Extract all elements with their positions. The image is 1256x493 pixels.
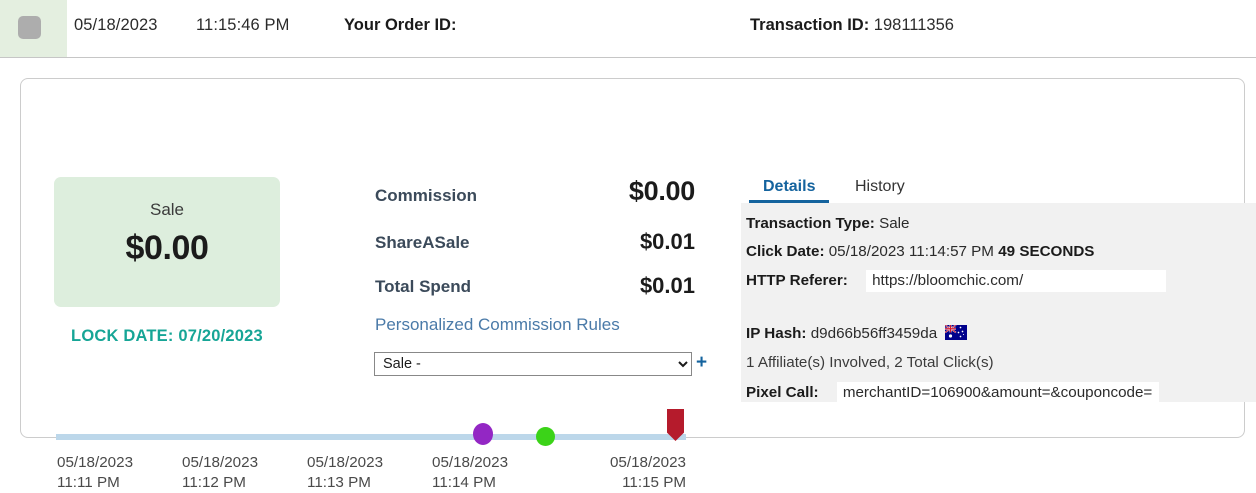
http-referer-value[interactable]: https://bloomchic.com/ bbox=[866, 270, 1167, 292]
total-spend-value: $0.01 bbox=[639, 273, 695, 298]
timeline-tick-label: 05/18/2023 11:12 PM bbox=[182, 453, 258, 493]
details-tabs-bar: Details History bbox=[741, 175, 1256, 203]
lock-date-text: LOCK DATE: 07/20/2023 bbox=[71, 327, 263, 345]
affiliates-clicks-text: 1 Affiliate(s) Involved, 2 Total Click(s… bbox=[746, 354, 994, 371]
transaction-type-value: Sale bbox=[879, 215, 910, 232]
add-rule-button[interactable]: + bbox=[696, 352, 708, 373]
transaction-detail-card: Sale $0.00 LOCK DATE: 07/20/2023 Commiss… bbox=[20, 78, 1256, 491]
transaction-header-row: 05/18/2023 11:15:46 PM Your Order ID: Tr… bbox=[0, 0, 1256, 58]
australia-flag-icon bbox=[945, 325, 968, 340]
pixel-call-value[interactable]: merchantID=106900&amount=&couponcode= bbox=[836, 382, 1159, 404]
transaction-type-label: Transaction Type: bbox=[746, 215, 875, 232]
timeline-track bbox=[56, 434, 686, 440]
total-spend-label: Total Spend bbox=[375, 277, 472, 296]
details-panel: Transaction Type: Sale Click Date: 05/18… bbox=[741, 203, 1256, 404]
transaction-id-label: Transaction ID: bbox=[750, 16, 870, 34]
tick-time: 11:14 PM bbox=[432, 474, 496, 491]
header-date: 05/18/2023 bbox=[74, 16, 158, 34]
sale-summary-box: Sale $0.00 bbox=[54, 177, 280, 307]
timeline-tick-label: 05/18/2023 11:11 PM bbox=[57, 453, 133, 493]
commission-rule-select[interactable]: Sale - bbox=[374, 352, 692, 376]
tick-date: 05/18/2023 bbox=[57, 454, 134, 471]
shareasale-value: $0.01 bbox=[639, 229, 695, 254]
sale-amount-value: $0.00 bbox=[125, 229, 209, 267]
commission-label: Commission bbox=[375, 186, 478, 205]
click-marker-purple[interactable] bbox=[473, 423, 493, 445]
shareasale-row: ShareASale $0.01 bbox=[375, 229, 695, 255]
tab-details[interactable]: Details bbox=[749, 175, 830, 203]
commission-row: Commission $0.00 bbox=[375, 176, 695, 208]
transaction-type-line: Transaction Type: Sale bbox=[746, 215, 909, 232]
tick-time: 11:15 PM bbox=[622, 474, 686, 491]
click-date-duration: 49 SECONDS bbox=[998, 243, 1095, 260]
tick-date: 05/18/2023 bbox=[609, 454, 686, 471]
tick-time: 11:13 PM bbox=[307, 474, 371, 491]
http-referer-label: HTTP Referer: bbox=[746, 272, 848, 290]
ip-hash-value: d9d66b56ff3459da bbox=[810, 325, 938, 342]
personalized-commission-rules-link[interactable]: Personalized Commission Rules bbox=[375, 315, 620, 334]
timeline-tick-label: 05/18/2023 11:14 PM bbox=[432, 453, 508, 493]
tick-time: 11:11 PM bbox=[57, 474, 120, 491]
transaction-id-group: Transaction ID: 198111356 bbox=[750, 16, 954, 35]
ip-hash-line: IP Hash: d9d66b56ff3459da bbox=[746, 325, 968, 342]
order-id-label: Your Order ID: bbox=[344, 16, 457, 34]
sale-type-label: Sale bbox=[149, 200, 185, 219]
click-timeline bbox=[56, 409, 686, 446]
click-date-value: 05/18/2023 11:14:57 PM bbox=[828, 243, 994, 260]
shareasale-label: ShareASale bbox=[375, 233, 470, 252]
click-date-line: Click Date: 05/18/2023 11:14:57 PM 49 SE… bbox=[746, 243, 1094, 260]
pixel-call-line: Pixel Call: merchantID=106900&amount=&co… bbox=[746, 382, 1159, 404]
tick-date: 05/18/2023 bbox=[432, 454, 509, 471]
pixel-call-label: Pixel Call: bbox=[746, 384, 819, 402]
transaction-id-value: 198111356 bbox=[873, 16, 954, 34]
tick-time: 11:12 PM bbox=[182, 474, 246, 491]
tab-history[interactable]: History bbox=[855, 178, 905, 195]
click-marker-green[interactable] bbox=[536, 427, 555, 446]
tick-date: 05/18/2023 bbox=[307, 454, 384, 471]
ip-hash-label: IP Hash: bbox=[746, 325, 807, 342]
total-spend-row: Total Spend $0.01 bbox=[375, 273, 695, 299]
timeline-tick-label: 05/18/2023 11:15 PM bbox=[607, 453, 686, 493]
http-referer-line: HTTP Referer: https://bloomchic.com/ bbox=[746, 270, 1167, 292]
tick-date: 05/18/2023 bbox=[182, 454, 259, 471]
commission-value: $0.00 bbox=[628, 176, 695, 206]
header-time: 11:15:46 PM bbox=[196, 16, 290, 34]
status-square-icon[interactable] bbox=[18, 16, 41, 39]
status-cell bbox=[0, 0, 67, 57]
timeline-tick-label: 05/18/2023 11:13 PM bbox=[307, 453, 383, 493]
click-date-label: Click Date: bbox=[746, 243, 825, 260]
